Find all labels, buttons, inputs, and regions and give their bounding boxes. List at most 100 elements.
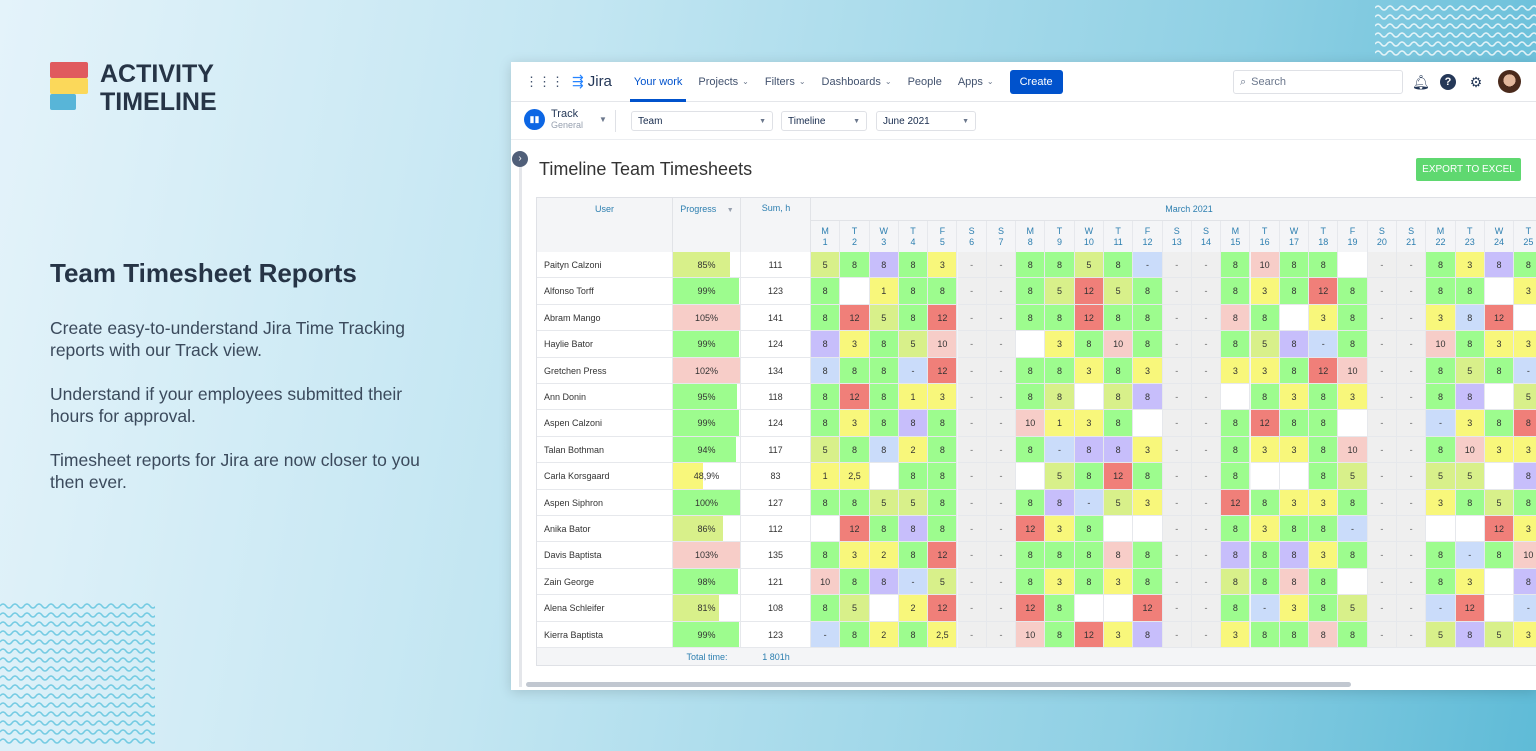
day-cell[interactable]: 3 [1279, 436, 1310, 464]
day-cell[interactable]: 8 [1514, 489, 1536, 516]
day-cell[interactable]: 8 [811, 357, 841, 384]
day-cell[interactable]: - [1367, 621, 1397, 648]
day-cell[interactable]: 3 [1250, 436, 1280, 464]
team-select[interactable]: Team ▼ [631, 111, 773, 131]
day-cell[interactable]: - [986, 384, 1017, 411]
day-cell[interactable]: 8 [1133, 331, 1163, 358]
day-cell[interactable] [840, 278, 870, 305]
day-cell[interactable]: 3 [1104, 568, 1134, 596]
day-cell[interactable]: 8 [1045, 595, 1075, 622]
settings-icon[interactable]: ⚙ [1469, 74, 1483, 90]
day-cell[interactable]: - [1426, 595, 1456, 622]
day-cell[interactable]: - [1338, 516, 1368, 543]
day-cell[interactable]: 5 [1426, 463, 1456, 490]
day-cell[interactable]: 8 [1309, 568, 1339, 596]
day-cell[interactable]: 5 [1455, 463, 1485, 490]
day-cell[interactable] [1279, 304, 1310, 332]
day-cell[interactable]: - [1045, 436, 1075, 464]
day-cell[interactable]: - [957, 436, 987, 464]
day-cell[interactable]: 8 [1309, 463, 1339, 490]
day-cell[interactable]: 8 [1016, 357, 1046, 384]
day-cell[interactable]: 3 [1514, 621, 1536, 648]
day-cell[interactable]: - [1367, 331, 1397, 358]
day-cell[interactable]: - [1191, 568, 1222, 596]
day-cell[interactable]: 3 [1221, 621, 1251, 648]
day-cell[interactable]: 8 [1250, 384, 1280, 411]
day-cell[interactable]: - [986, 542, 1017, 569]
day-cell[interactable]: - [1397, 436, 1427, 464]
day-cell[interactable]: 8 [1514, 410, 1536, 437]
day-cell[interactable]: - [1191, 542, 1222, 569]
day-cell[interactable]: - [1397, 278, 1427, 305]
day-cell[interactable]: 8 [1455, 384, 1485, 411]
day-cell[interactable]: - [986, 357, 1017, 384]
day-cell[interactable]: 3 [1514, 331, 1536, 358]
day-cell[interactable]: 8 [840, 436, 870, 464]
user-name[interactable]: Alena Schleifer [537, 595, 673, 622]
day-cell[interactable]: 12 [1250, 410, 1280, 437]
nav-people[interactable]: People [907, 75, 942, 88]
day-cell[interactable]: 3 [1250, 516, 1280, 543]
day-cell[interactable]: - [1162, 252, 1192, 279]
day-cell[interactable]: 8 [840, 252, 870, 279]
day-cell[interactable]: - [1191, 331, 1222, 358]
day-cell[interactable] [1133, 410, 1163, 437]
day-cell[interactable]: 12 [840, 304, 870, 332]
day-cell[interactable]: 3 [1133, 489, 1163, 516]
day-cell[interactable]: 8 [811, 331, 841, 358]
day-cell[interactable]: - [1191, 489, 1222, 516]
day-cell[interactable]: 8 [1279, 516, 1310, 543]
user-name[interactable]: Kierra Baptista [537, 621, 673, 648]
day-cell[interactable]: 2,5 [928, 621, 958, 648]
day-cell[interactable]: 5 [1484, 621, 1515, 648]
day-cell[interactable]: 1 [811, 463, 841, 490]
user-name[interactable]: Ann Donin [537, 384, 673, 411]
day-cell[interactable]: 8 [1045, 384, 1075, 411]
day-cell[interactable]: 10 [1016, 621, 1046, 648]
day-cell[interactable]: 8 [1309, 516, 1339, 543]
day-cell[interactable]: 8 [1338, 278, 1368, 305]
day-cell[interactable]: 5 [1455, 357, 1485, 384]
day-cell[interactable] [1484, 595, 1515, 622]
day-cell[interactable]: 8 [1221, 410, 1251, 437]
day-cell[interactable]: - [1397, 489, 1427, 516]
day-cell[interactable]: 3 [1074, 410, 1104, 437]
day-cell[interactable]: 5 [1045, 463, 1075, 490]
nav-dashboards[interactable]: Dashboards ⌄ [821, 75, 892, 88]
day-cell[interactable]: 10 [1016, 410, 1046, 437]
export-to-excel-button[interactable]: EXPORT TO EXCEL [1416, 158, 1521, 181]
day-cell[interactable]: 8 [1338, 621, 1368, 648]
day-cell[interactable]: 8 [1133, 542, 1163, 569]
day-cell[interactable]: 3 [1221, 357, 1251, 384]
day-cell[interactable]: 5 [811, 436, 841, 464]
day-cell[interactable]: 1 [869, 278, 899, 305]
day-cell[interactable]: 8 [1045, 252, 1075, 279]
day-cell[interactable]: 8 [1426, 436, 1456, 464]
day-cell[interactable] [811, 516, 841, 543]
day-cell[interactable]: - [1367, 278, 1397, 305]
notifications-icon[interactable]: 🔔︎ [1412, 74, 1430, 90]
day-cell[interactable]: 8 [1221, 252, 1251, 279]
day-cell[interactable]: 10 [928, 331, 958, 358]
day-cell[interactable]: - [1367, 542, 1397, 569]
day-cell[interactable]: 5 [811, 252, 841, 279]
day-cell[interactable]: - [1367, 516, 1397, 543]
day-cell[interactable]: 8 [1279, 568, 1310, 596]
progress-column-header[interactable]: Progress ▼ [680, 204, 734, 214]
user-name[interactable]: Zain George [537, 568, 673, 596]
day-cell[interactable]: - [1191, 252, 1222, 279]
day-cell[interactable]: - [1162, 568, 1192, 596]
day-cell[interactable]: 12 [928, 304, 958, 332]
day-cell[interactable]: 8 [811, 278, 841, 305]
user-name[interactable]: Paityn Calzoni [537, 252, 673, 279]
day-cell[interactable] [1104, 595, 1134, 622]
day-cell[interactable]: - [986, 331, 1017, 358]
day-cell[interactable]: 8 [1016, 304, 1046, 332]
day-cell[interactable]: - [1162, 621, 1192, 648]
day-cell[interactable]: - [986, 410, 1017, 437]
day-cell[interactable]: 12 [1074, 304, 1104, 332]
day-cell[interactable]: 8 [1250, 621, 1280, 648]
day-cell[interactable]: 8 [1250, 542, 1280, 569]
day-cell[interactable]: 5 [1104, 489, 1134, 516]
day-cell[interactable]: 8 [1221, 516, 1251, 543]
